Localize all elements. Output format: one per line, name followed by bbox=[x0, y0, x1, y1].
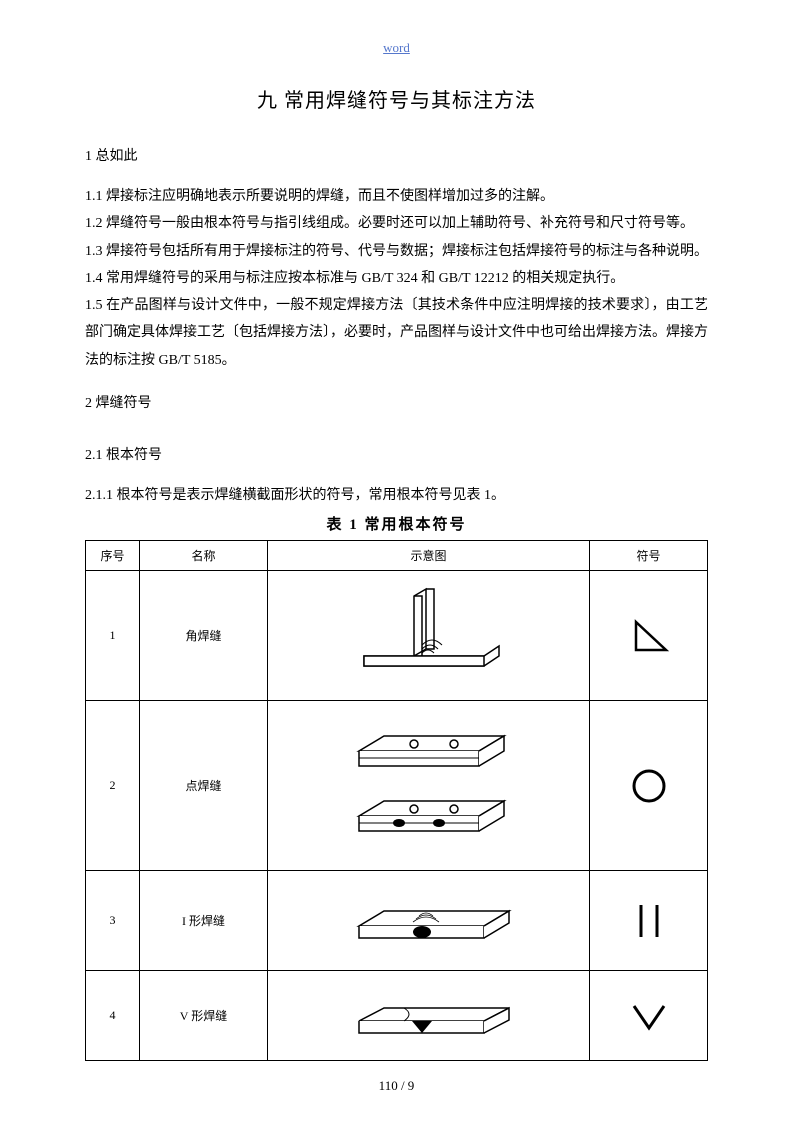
para-1-5: 1.5 在产品图样与设计文件中，一般不规定焊接方法〔其技术条件中应注明焊接的技术… bbox=[85, 292, 708, 374]
spot-weld-diagram-icon bbox=[329, 711, 529, 861]
header-link[interactable]: word bbox=[85, 40, 708, 56]
cell-diagram bbox=[268, 571, 590, 701]
i-symbol-icon bbox=[624, 899, 674, 943]
fillet-symbol-icon bbox=[624, 616, 674, 656]
cell-diagram bbox=[268, 701, 590, 871]
th-symbol: 符号 bbox=[590, 541, 708, 571]
cell-symbol bbox=[590, 871, 708, 971]
cell-symbol bbox=[590, 701, 708, 871]
page-number: 110 / 9 bbox=[0, 1078, 793, 1094]
th-seq: 序号 bbox=[86, 541, 140, 571]
para-1-2: 1.2 焊缝符号一般由根本符号与指引线组成。必要时还可以加上辅助符号、补充符号和… bbox=[85, 210, 708, 237]
para-1-4: 1.4 常用焊缝符号的采用与标注应按本标准与 GB/T 324 和 GB/T 1… bbox=[85, 265, 708, 292]
section-2-heading: 2 焊缝符号 bbox=[85, 392, 708, 412]
i-weld-diagram-icon bbox=[334, 886, 524, 956]
cell-diagram bbox=[268, 871, 590, 971]
table-header-row: 序号 名称 示意图 符号 bbox=[86, 541, 708, 571]
table-row: 2 点焊缝 bbox=[86, 701, 708, 871]
para-2-1-1: 2.1.1 根本符号是表示焊缝横截面形状的符号，常用根本符号见表 1。 bbox=[85, 482, 708, 509]
cell-diagram bbox=[268, 971, 590, 1061]
cell-seq: 4 bbox=[86, 971, 140, 1061]
table-row: 4 V 形焊缝 bbox=[86, 971, 708, 1061]
para-1-1: 1.1 焊接标注应明确地表示所要说明的焊缝，而且不使图样增加过多的注解。 bbox=[85, 183, 708, 210]
cell-symbol bbox=[590, 571, 708, 701]
v-weld-diagram-icon bbox=[334, 986, 524, 1046]
spot-symbol-icon bbox=[624, 761, 674, 811]
cell-name: 角焊缝 bbox=[140, 571, 268, 701]
cell-symbol bbox=[590, 971, 708, 1061]
cell-seq: 1 bbox=[86, 571, 140, 701]
cell-name: I 形焊缝 bbox=[140, 871, 268, 971]
cell-seq: 2 bbox=[86, 701, 140, 871]
section-1-heading: 1 总如此 bbox=[85, 145, 708, 165]
cell-name: 点焊缝 bbox=[140, 701, 268, 871]
document-title: 九 常用焊缝符号与其标注方法 bbox=[85, 84, 708, 113]
th-diagram: 示意图 bbox=[268, 541, 590, 571]
cell-name: V 形焊缝 bbox=[140, 971, 268, 1061]
v-symbol-icon bbox=[624, 998, 674, 1034]
weld-symbol-table: 序号 名称 示意图 符号 1 角焊缝 bbox=[85, 540, 708, 1061]
table-row: 3 I 形焊缝 bbox=[86, 871, 708, 971]
cell-seq: 3 bbox=[86, 871, 140, 971]
table-caption: 表 1 常用根本符号 bbox=[85, 513, 708, 534]
th-name: 名称 bbox=[140, 541, 268, 571]
section-2-1-heading: 2.1 根本符号 bbox=[85, 444, 708, 464]
fillet-weld-diagram-icon bbox=[344, 581, 514, 691]
section-1-body: 1.1 焊接标注应明确地表示所要说明的焊缝，而且不使图样增加过多的注解。 1.2… bbox=[85, 183, 708, 374]
para-1-3: 1.3 焊接符号包括所有用于焊接标注的符号、代号与数据；焊接标注包括焊接符号的标… bbox=[85, 238, 708, 265]
table-row: 1 角焊缝 bbox=[86, 571, 708, 701]
